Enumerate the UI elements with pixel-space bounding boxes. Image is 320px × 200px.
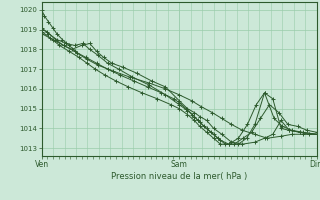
X-axis label: Pression niveau de la mer( hPa ): Pression niveau de la mer( hPa ): [111, 172, 247, 181]
